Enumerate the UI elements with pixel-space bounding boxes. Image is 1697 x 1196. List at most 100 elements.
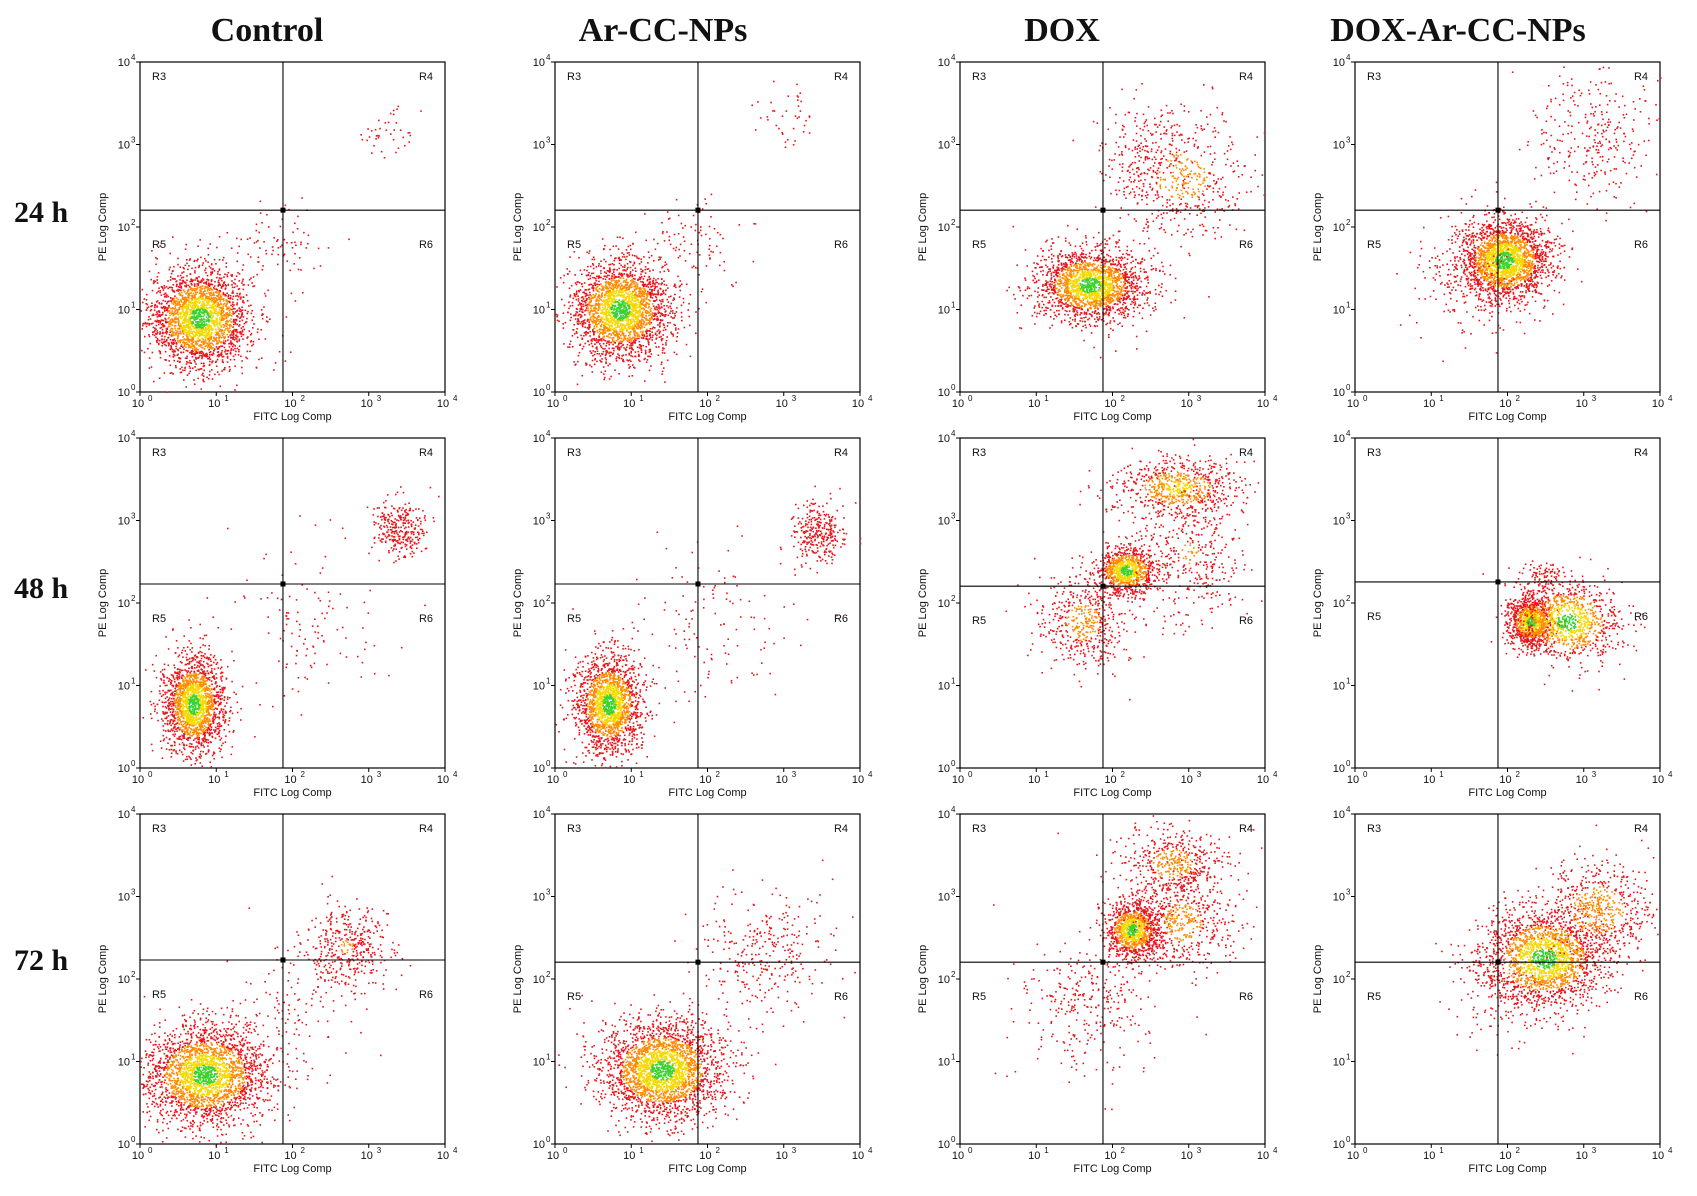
event-point — [141, 328, 143, 330]
event-point — [629, 320, 632, 322]
event-point — [626, 315, 628, 318]
event-point — [623, 269, 626, 271]
event-point — [577, 295, 579, 297]
event-point — [670, 302, 672, 305]
event-point — [692, 265, 695, 267]
event-point — [609, 313, 612, 315]
event-point — [234, 318, 237, 321]
event-point — [600, 272, 602, 275]
event-point — [577, 304, 580, 306]
event-point — [588, 301, 591, 303]
event-point — [170, 321, 173, 324]
event-point — [189, 292, 191, 295]
event-point — [645, 314, 647, 317]
event-point — [361, 138, 364, 141]
event-point — [605, 327, 608, 329]
event-point — [591, 371, 594, 373]
event-point — [630, 342, 632, 345]
event-point — [607, 282, 609, 284]
event-point — [629, 293, 632, 295]
event-point — [605, 323, 608, 325]
event-point — [235, 318, 238, 321]
event-point — [195, 333, 198, 336]
event-point — [177, 317, 179, 320]
event-point — [189, 326, 191, 328]
event-point — [222, 292, 225, 294]
event-point — [271, 246, 274, 248]
event-point — [614, 326, 617, 329]
event-point — [611, 263, 614, 265]
event-point — [195, 293, 197, 295]
event-point — [211, 361, 213, 364]
event-point — [579, 269, 582, 272]
event-point — [695, 266, 697, 269]
event-point — [201, 341, 204, 344]
event-point — [646, 312, 649, 314]
event-point — [221, 298, 223, 300]
event-point — [599, 304, 601, 306]
event-point — [658, 323, 661, 325]
event-point — [182, 304, 184, 306]
event-point — [231, 336, 234, 339]
event-point — [648, 355, 650, 358]
event-point — [239, 292, 241, 295]
event-point — [205, 295, 207, 298]
event-point — [606, 300, 609, 302]
event-point — [193, 319, 196, 321]
row-title-48h: 48 h — [14, 572, 94, 606]
event-point — [587, 288, 590, 291]
event-point — [227, 315, 229, 318]
event-point — [581, 311, 583, 313]
event-point — [597, 318, 600, 321]
event-point — [570, 316, 572, 319]
event-point — [208, 311, 211, 314]
event-point — [244, 309, 247, 312]
event-point — [195, 341, 197, 343]
event-point — [628, 315, 631, 318]
event-point — [642, 292, 644, 294]
event-point — [230, 337, 232, 339]
event-point — [189, 367, 191, 369]
event-point — [205, 260, 207, 262]
event-point — [190, 312, 192, 314]
event-point — [210, 280, 213, 283]
event-point — [637, 311, 640, 313]
event-point — [658, 336, 661, 338]
event-point — [163, 338, 166, 341]
event-point — [638, 290, 640, 293]
event-point — [580, 305, 583, 308]
event-point — [238, 350, 240, 353]
event-point — [619, 286, 622, 288]
event-point — [632, 291, 635, 293]
event-point — [642, 285, 645, 288]
event-point — [612, 245, 615, 248]
event-point — [260, 329, 262, 331]
event-point — [177, 334, 179, 337]
event-point — [203, 314, 206, 316]
event-point — [646, 302, 649, 305]
event-point — [695, 311, 697, 313]
event-point — [592, 293, 594, 296]
event-point — [595, 299, 597, 302]
event-point — [590, 319, 592, 321]
event-point — [208, 356, 211, 358]
event-point — [177, 321, 180, 324]
event-point — [156, 282, 159, 284]
event-point — [189, 314, 191, 316]
event-point — [649, 319, 651, 321]
event-point — [211, 283, 214, 286]
event-point — [597, 290, 599, 293]
event-point — [627, 305, 629, 307]
event-point — [250, 277, 252, 279]
event-point — [181, 308, 184, 310]
event-point — [397, 147, 400, 150]
quadrant-handle[interactable] — [280, 207, 286, 213]
event-point — [189, 301, 192, 303]
event-point — [163, 341, 165, 344]
event-point — [226, 292, 228, 295]
event-point — [631, 355, 634, 358]
event-point — [197, 308, 199, 311]
event-point — [194, 306, 197, 308]
event-point — [174, 309, 177, 312]
event-point — [180, 313, 182, 316]
